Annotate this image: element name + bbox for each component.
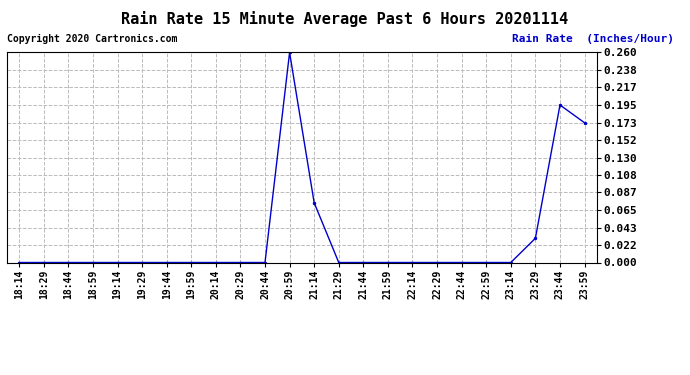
Text: Copyright 2020 Cartronics.com: Copyright 2020 Cartronics.com [7, 34, 177, 44]
Text: Rain Rate 15 Minute Average Past 6 Hours 20201114: Rain Rate 15 Minute Average Past 6 Hours… [121, 11, 569, 27]
Text: Rain Rate  (Inches/Hour): Rain Rate (Inches/Hour) [511, 34, 673, 44]
